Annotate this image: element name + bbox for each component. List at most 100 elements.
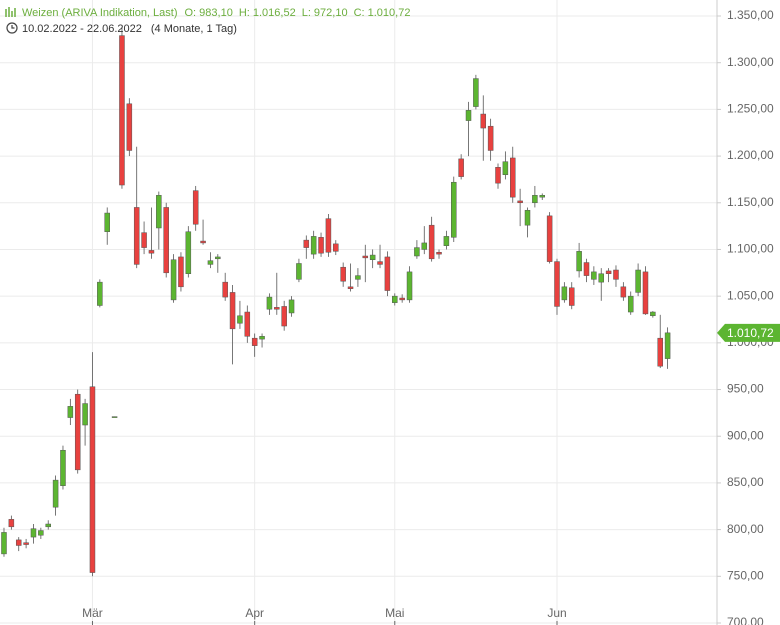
candle-body: [561, 286, 568, 301]
y-tick-label: 700,00: [727, 615, 764, 625]
candle-body: [451, 181, 457, 238]
candle-body: [207, 260, 214, 265]
candle-body: [480, 113, 487, 129]
candle-body: [436, 252, 442, 255]
header: Weizen (ARIVA Indikation, Last) O: 983,10…: [5, 7, 410, 35]
candle-body: [229, 292, 236, 330]
chart-icon: [5, 7, 16, 17]
candle-body: [244, 311, 251, 337]
candle-body: [414, 247, 420, 257]
date-range: 10.02.2022 - 22.06.2022: [22, 23, 142, 35]
candle-body: [554, 261, 560, 307]
candle-body: [259, 336, 265, 340]
y-tick-label: 750,00: [727, 568, 764, 582]
y-tick-label: 1.350,00: [727, 8, 774, 22]
candle-body: [97, 281, 103, 306]
candle-body: [627, 295, 634, 313]
candle-body: [148, 250, 155, 254]
candle-body: [178, 256, 184, 288]
candle-body: [133, 207, 140, 265]
candle-body: [38, 530, 44, 536]
candle-body: [473, 78, 479, 107]
candle-body: [510, 157, 516, 198]
candle-body: [8, 519, 15, 528]
candle-body: [222, 281, 228, 298]
candle-body: [524, 209, 531, 226]
y-tick-label: 850,00: [727, 475, 764, 489]
candle-body: [369, 254, 376, 260]
candle-body: [310, 236, 317, 255]
candle-body: [89, 386, 96, 573]
candle-body: [598, 273, 604, 283]
candle-body: [502, 161, 509, 176]
candle-body: [266, 296, 273, 310]
candle-body: [251, 337, 258, 346]
candle-body: [458, 158, 464, 177]
candle-body: [635, 269, 641, 293]
candle-body: [60, 449, 66, 486]
candle-body: [362, 255, 369, 259]
candle-body: [67, 406, 74, 418]
candle-body: [45, 523, 51, 528]
candle-body: [104, 212, 110, 232]
candle-body: [576, 251, 582, 272]
candle-body: [163, 207, 169, 274]
y-tick-label: 1.200,00: [727, 148, 774, 162]
candle-body: [82, 403, 88, 426]
candle-body: [465, 110, 472, 121]
candle-body: [613, 269, 619, 280]
candle-body: [141, 232, 147, 248]
candle-body: [532, 195, 538, 204]
candle-body: [170, 259, 177, 301]
clock-icon: [6, 22, 18, 34]
x-tick-label: Jun: [547, 606, 566, 620]
y-tick-label: 1.150,00: [727, 195, 774, 209]
candle-body: [119, 35, 125, 186]
candles: [1, 27, 671, 577]
y-tick-label: 1.250,00: [727, 102, 774, 116]
candle-body: [664, 332, 671, 359]
candle-body: [318, 237, 324, 254]
chart-title: Weizen (ARIVA Indikation, Last): [22, 7, 178, 19]
x-tick-label: Mai: [385, 606, 404, 620]
candle-body: [620, 286, 627, 298]
price-box: [717, 323, 780, 342]
candle-body: [192, 190, 199, 225]
candle-body: [392, 295, 398, 303]
ohlc-label: H: 1.016,52: [239, 7, 296, 19]
candle-body: [347, 286, 354, 289]
x-tick-label: Apr: [245, 606, 264, 620]
candle-body: [650, 311, 656, 317]
candle-body: [377, 261, 383, 265]
candle-body: [185, 231, 192, 274]
candle-body: [568, 287, 575, 306]
candle-body: [288, 299, 295, 314]
candle-body: [333, 243, 339, 252]
candle-body: [384, 256, 391, 291]
candle-body: [340, 266, 346, 282]
candle-body: [591, 271, 597, 280]
y-tick-label: 1.050,00: [727, 288, 774, 302]
y-tick-label: 1.300,00: [727, 55, 774, 69]
candle-body: [30, 528, 37, 538]
candle-body: [487, 125, 494, 151]
header-line: Weizen (ARIVA Indikation, Last) O: 983,10…: [22, 7, 410, 19]
ohlc-label: O: 983,10: [185, 7, 233, 19]
candle-body: [126, 103, 133, 151]
y-tick-label: 950,00: [727, 382, 764, 396]
candle-body: [23, 542, 29, 545]
candle-body: [296, 263, 302, 280]
candle-body: [52, 479, 59, 508]
candle-body: [443, 236, 450, 246]
y-tick-label: 800,00: [727, 522, 764, 536]
ohlc-label: C: 1.010,72: [354, 7, 411, 19]
candle-body: [428, 224, 435, 260]
candle-body: [111, 416, 118, 418]
candle-body: [200, 240, 206, 244]
candle-body: [303, 239, 310, 248]
candle-body: [355, 275, 361, 280]
date-line: 10.02.2022 - 22.06.2022 (4 Monate, 1 Tag): [22, 23, 237, 35]
candle-body: [546, 215, 553, 262]
candle-body: [583, 262, 590, 276]
